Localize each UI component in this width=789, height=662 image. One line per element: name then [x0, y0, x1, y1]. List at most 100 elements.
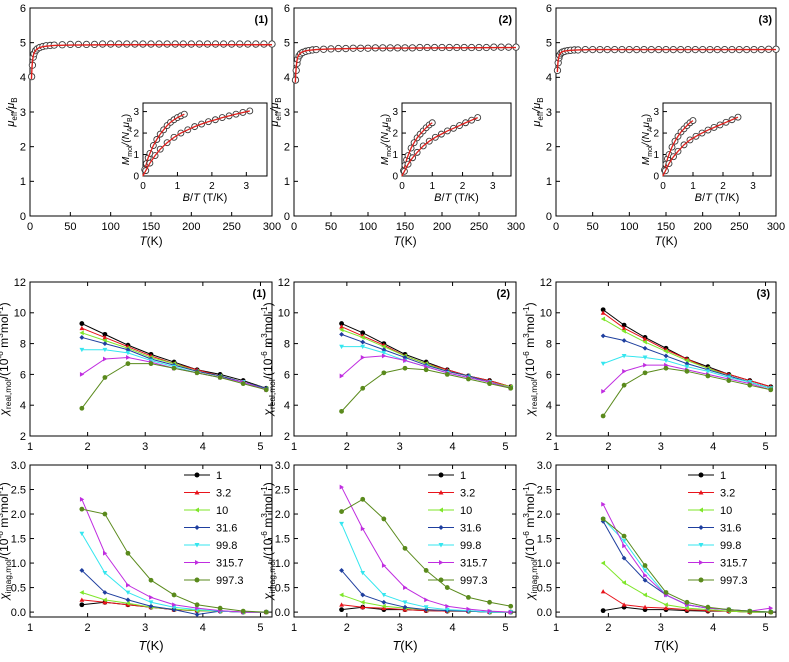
data-point-997.3 [381, 516, 387, 522]
inset-x-label-part: / [702, 192, 706, 204]
x-tick-label: 250 [470, 221, 488, 233]
y-tick-label: 2 [284, 142, 290, 154]
data-point-997.3 [466, 594, 471, 600]
y-label-sup: -6 [0, 351, 5, 359]
data-point-1 [621, 322, 627, 328]
y-tick-label: 3 [284, 107, 290, 119]
inset-x-label-part: B [434, 192, 441, 204]
y-axis-label: μeff/μB [531, 97, 545, 127]
y-tick-label: 12 [14, 277, 26, 289]
y-axis-label: χimag,mol/(10-6 m3mol-1) [521, 482, 539, 601]
y-axis-label: χreal,mol/(10-6 m3mol-1) [0, 302, 13, 416]
x-axis-label-unit: (K) [401, 234, 417, 248]
y-axis-label: χimag,mol/(10-6 m3mol-1) [0, 482, 13, 601]
data-point-315.7 [768, 605, 774, 611]
legend-marker [194, 507, 199, 513]
data-point-997.3 [768, 609, 774, 615]
y-tick-label: 1 [133, 150, 139, 161]
data-point-315.7 [126, 355, 131, 360]
inset-x-axis-label: B/T (T/K) [434, 192, 479, 204]
y-tick-label: 0.5 [537, 582, 552, 594]
data-point-1 [600, 608, 606, 614]
legend-label: 31.6 [216, 523, 237, 535]
legend-label: 3.2 [460, 488, 475, 500]
y-label-sub: imag,mol [529, 559, 539, 593]
y-tick-label: 1 [653, 150, 659, 161]
x-axis-label-var: T [138, 638, 147, 653]
plot-frame [662, 102, 772, 177]
data-point-99.8 [642, 568, 648, 573]
y-label-symbol: μ [531, 121, 543, 128]
y-tick-label: 8 [20, 338, 26, 350]
y-tick-label: 4 [546, 72, 552, 84]
y-label-part: ) [0, 302, 11, 306]
data-point-997.3 [339, 408, 344, 414]
data-point-10 [663, 602, 668, 608]
data-point-315.7 [102, 550, 108, 556]
data-point-997.3 [466, 376, 471, 382]
y-label-part: /(10 [0, 538, 11, 559]
y-label-sub: B [274, 97, 283, 102]
y-tick-label: 3 [653, 107, 659, 118]
y-label-symbol: χ [523, 593, 537, 601]
x-tick-label: 0 [553, 221, 559, 233]
data-point-99.8 [381, 350, 387, 356]
y-axis-label: χimag,mol/(10-6 m3mol-1) [259, 482, 277, 601]
y-tick-label: 3 [20, 107, 26, 119]
legend-label: 99.8 [720, 540, 741, 552]
data-point-997.3 [339, 509, 344, 514]
series-line-997.3 [602, 367, 771, 417]
y-label-sup: -6 [259, 531, 269, 539]
plot-frame [555, 464, 777, 618]
data-point-99.8 [705, 369, 711, 374]
data-point-315.7 [643, 572, 648, 578]
x-axis-label-unit: (K) [662, 234, 678, 248]
data-point-997.3 [171, 592, 177, 598]
y-tick-label: 12 [540, 277, 552, 289]
y-tick-label: 1.0 [275, 558, 290, 570]
data-point-99.8 [444, 607, 450, 613]
fit-line [556, 48, 776, 73]
y-label-part: /μ [531, 103, 543, 113]
data-point-3.2 [102, 599, 108, 605]
data-point-10 [600, 560, 606, 566]
inset-bg [143, 103, 267, 176]
x-axis-label-var: T [653, 638, 662, 653]
data-point-997.3 [171, 365, 177, 371]
data-point-99.8 [339, 521, 344, 527]
x-axis-label: T(K) [654, 234, 677, 248]
inset-y-label-part: M [380, 156, 391, 165]
y-tick-label: 2 [546, 431, 552, 443]
x-tick-label: 150 [142, 221, 160, 233]
data-point-31.6 [360, 592, 366, 598]
inset-y-label-part: μ [121, 121, 132, 128]
data-point-997.3 [600, 413, 606, 419]
x-tick-label: 2 [209, 181, 215, 192]
data-point-99.8 [642, 355, 648, 360]
x-tick-label: 0 [27, 221, 33, 233]
data-point-997.3 [79, 506, 85, 512]
x-tick-label: 5 [502, 622, 508, 634]
x-axis-label-var: T [139, 234, 148, 248]
data-point-997.3 [217, 605, 223, 611]
x-tick-label: 3 [750, 181, 756, 192]
x-tick-label: 1 [291, 441, 297, 453]
x-tick-label: 3 [244, 181, 250, 192]
data-point-3.2 [360, 604, 366, 610]
data-point-997.3 [684, 599, 690, 605]
data-point-315.7 [622, 543, 627, 549]
data-point-315.7 [381, 353, 387, 359]
y-tick-label: 3 [392, 107, 398, 118]
x-axis-label-unit: (K) [147, 234, 163, 248]
y-tick-label: 0.0 [537, 607, 552, 619]
y-tick-label: 5 [284, 38, 290, 50]
y-label-sup: 3 [259, 513, 269, 518]
y-label-sub: real,mol [3, 379, 13, 409]
compound-label: (1) [253, 288, 267, 300]
legend-marker [439, 560, 444, 565]
data-point-997.3 [663, 590, 669, 595]
x-tick-label: 1 [291, 622, 297, 634]
x-tick-label: 1 [429, 181, 435, 192]
data-point-99.8 [621, 354, 627, 359]
